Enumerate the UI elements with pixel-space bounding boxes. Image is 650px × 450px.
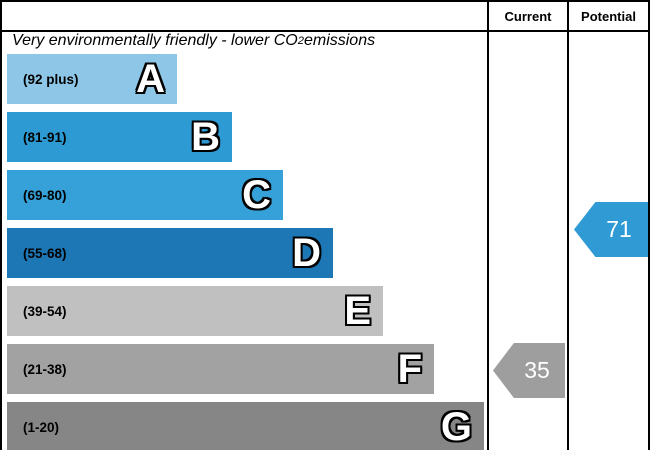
band-range-label: (39-54) xyxy=(23,303,67,319)
chart-title-suffix: emissions xyxy=(303,32,376,49)
potential-rating-value: 71 xyxy=(606,216,632,242)
band-e: (39-54) E xyxy=(7,286,383,336)
band-range-label: (81-91) xyxy=(23,129,67,145)
band-range-label: (21-38) xyxy=(23,361,67,377)
band-range-label: (69-80) xyxy=(23,187,67,203)
left-header-spacer xyxy=(2,2,487,32)
chart-title-text: Very environmentally friendly - lower CO xyxy=(12,32,298,49)
current-column-body: 35 xyxy=(489,32,567,450)
band-letter: F xyxy=(397,347,422,391)
band-letter: A xyxy=(136,57,165,101)
chart-title: Very environmentally friendly - lower CO… xyxy=(12,32,376,49)
band-range-label: (92 plus) xyxy=(23,71,79,87)
band-g: (1-20) G xyxy=(7,402,484,450)
band-b: (81-91) B xyxy=(7,112,232,162)
band-c: (69-80) C xyxy=(7,170,283,220)
current-column-header: Current xyxy=(489,2,567,32)
current-column: Current 35 xyxy=(487,2,567,450)
band-range-label: (1-20) xyxy=(23,419,60,435)
band-letter: C xyxy=(242,173,271,217)
potential-column: Potential 71 xyxy=(567,2,648,450)
current-rating-arrow: 35 xyxy=(493,343,565,398)
potential-column-body: 71 xyxy=(569,32,648,450)
current-rating-value: 35 xyxy=(524,357,550,383)
band-letter: G xyxy=(440,405,472,449)
band-a: (92 plus) A xyxy=(7,54,177,104)
potential-rating-arrow: 71 xyxy=(574,202,648,257)
band-d: (55-68) D xyxy=(7,228,333,278)
band-range-label: (55-68) xyxy=(23,245,67,261)
band-letter: B xyxy=(191,115,220,159)
band-letter: E xyxy=(344,289,371,333)
rating-bands-column: Very environmentally friendly - lower CO… xyxy=(2,2,487,450)
band-f: (21-38) F xyxy=(7,344,434,394)
potential-column-header: Potential xyxy=(569,2,648,32)
band-letter: D xyxy=(292,231,321,275)
bands-list: (92 plus) A (81-91) B (69-80) C (55-68) … xyxy=(2,50,487,450)
